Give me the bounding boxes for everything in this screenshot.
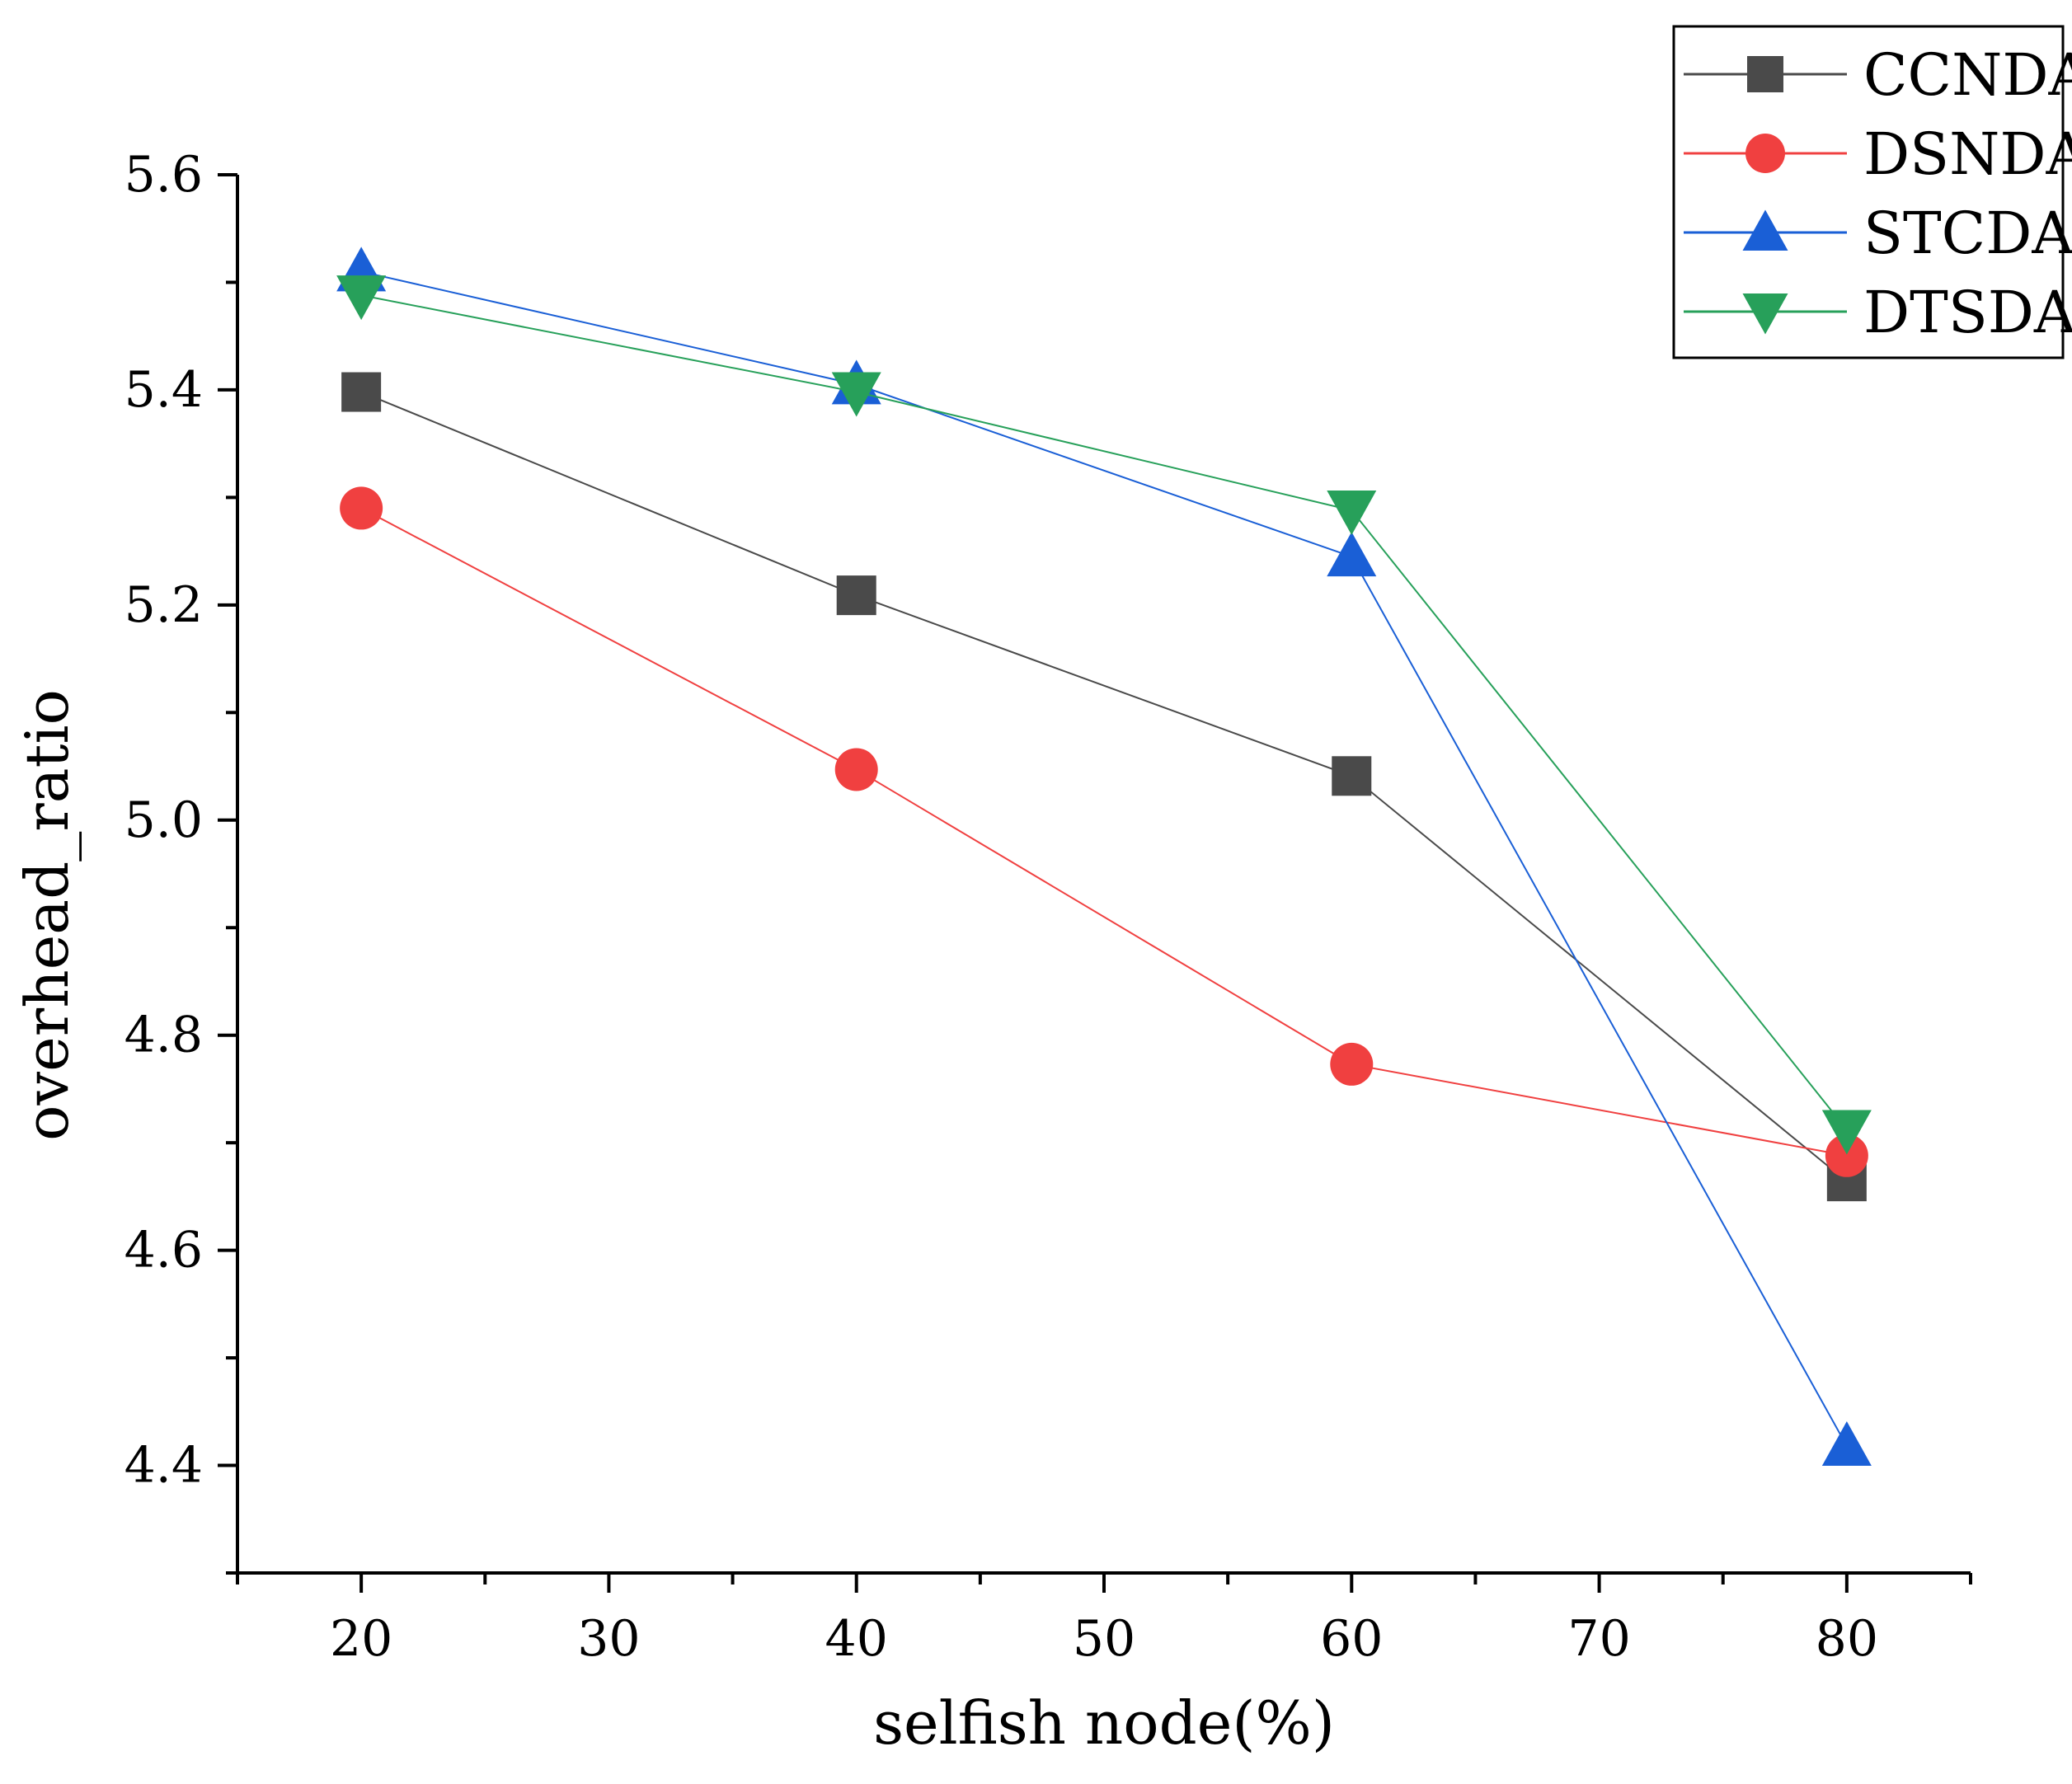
series-line — [360, 270, 1848, 1447]
y-axis-title: overhead_ratio — [12, 689, 82, 1141]
x-tick-label: 20 — [330, 1610, 392, 1668]
legend-box — [1672, 25, 2065, 359]
legend-label: CCNDA — [1863, 41, 2072, 109]
data-point — [1327, 491, 1377, 536]
series-line — [360, 391, 1848, 1182]
data-point — [340, 486, 383, 530]
x-tick-label: 30 — [577, 1610, 640, 1668]
legend-marker — [1742, 209, 1788, 251]
legend-marker — [1742, 293, 1788, 335]
data-point — [1821, 1110, 1872, 1155]
legend: CCNDA DSNDA STCDA DTSDA — [1672, 25, 2072, 359]
x-tick-label: 60 — [1320, 1610, 1383, 1668]
data-point — [836, 575, 876, 616]
y-tick-label: 4.8 — [125, 1007, 203, 1064]
legend-item: STCDA — [1684, 200, 2072, 267]
series-line — [360, 294, 1848, 1131]
y-tick-label: 4.4 — [125, 1437, 203, 1495]
legend-label: STCDA — [1863, 200, 2072, 267]
data-point — [1327, 532, 1377, 577]
x-tick-label: 50 — [1073, 1610, 1135, 1668]
legend-item: CCNDA — [1684, 41, 2072, 109]
y-tick-label: 5.0 — [125, 791, 203, 849]
data-point — [1332, 756, 1372, 796]
legend-label: DTSDA — [1863, 279, 2072, 346]
data-point — [1330, 1042, 1374, 1086]
x-axis: 20 30 40 50 60 70 80 — [236, 1571, 1972, 1668]
x-axis-title: selfish node(%) — [873, 1688, 1335, 1758]
legend-marker — [1745, 134, 1785, 173]
x-tick-label: 70 — [1567, 1610, 1630, 1668]
y-tick-label: 5.4 — [125, 361, 203, 419]
y-tick-label: 4.6 — [125, 1222, 203, 1279]
x-tick-label: 40 — [825, 1610, 888, 1668]
data-point — [831, 372, 881, 417]
legend-item: DTSDA — [1684, 279, 2072, 346]
legend-item: DSNDA — [1684, 120, 2072, 188]
data-point — [336, 275, 387, 321]
data-point — [834, 748, 878, 791]
data-point — [1825, 1134, 1868, 1177]
data-point — [341, 372, 382, 412]
series-dtsda — [336, 275, 1872, 1155]
series-line — [360, 507, 1848, 1157]
data-point — [1821, 1421, 1872, 1467]
y-tick-label: 5.6 — [125, 146, 203, 204]
legend-marker — [1747, 56, 1783, 92]
series-layer — [336, 246, 1872, 1467]
series-dsnda — [340, 486, 1868, 1177]
legend-label: DSNDA — [1863, 120, 2072, 188]
y-axis: 4.4 4.6 4.8 5.0 5.2 5.4 5.6 — [125, 146, 239, 1575]
y-tick-label: 5.2 — [125, 576, 203, 634]
x-tick-label: 80 — [1816, 1610, 1878, 1668]
